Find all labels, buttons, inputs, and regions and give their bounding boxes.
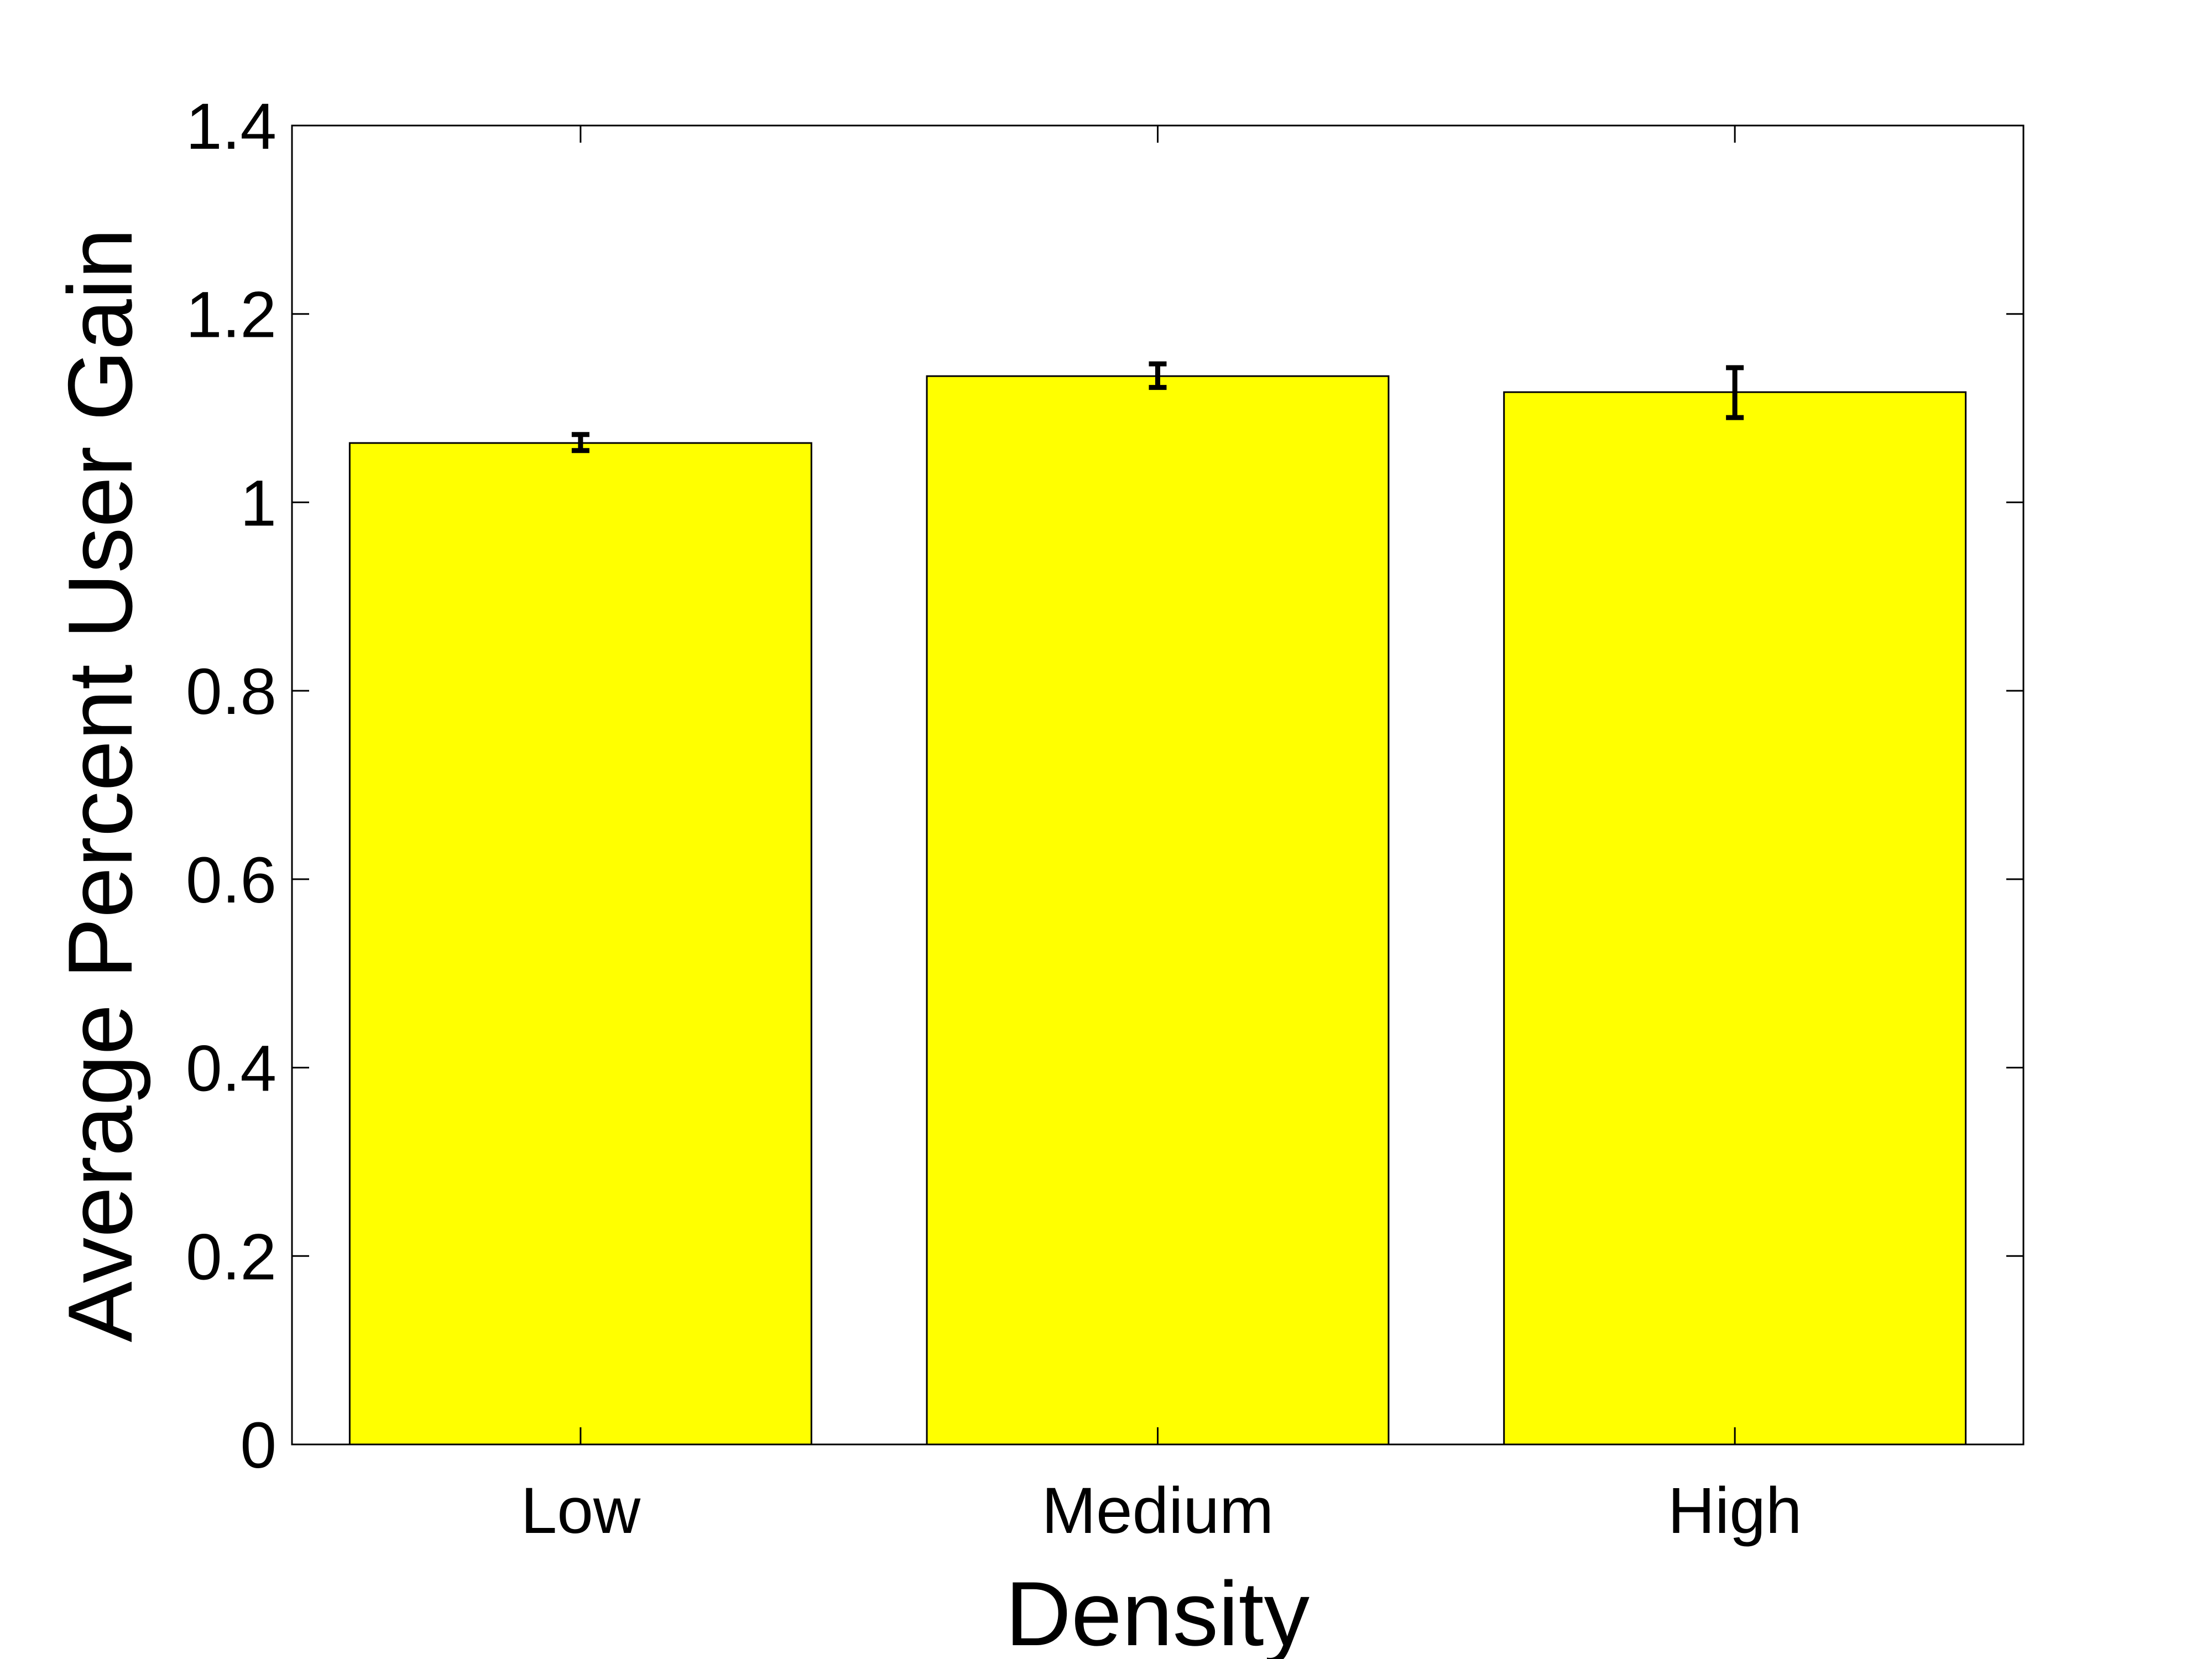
y-axis-title: Average Percent User Gain [49, 228, 151, 1343]
x-tick-label-medium: Medium [1042, 1474, 1274, 1547]
y-tick-label: 1.4 [186, 90, 276, 163]
error-bar-high [1726, 365, 1744, 420]
error-bar-low [571, 432, 589, 453]
error-bar-medium [1149, 361, 1167, 390]
bar-medium [926, 375, 1390, 1446]
error-bars-layer [571, 361, 1744, 453]
bar-high [1503, 391, 1967, 1446]
y-tick-label: 0.2 [186, 1220, 276, 1293]
x-tick-label-high: High [1668, 1474, 1802, 1547]
x-tick-label-low: Low [521, 1474, 641, 1547]
x-tick-labels: Low Medium High [521, 1474, 1802, 1547]
y-tick-label: 1.2 [186, 279, 276, 352]
y-tick-labels: 0 0.2 0.4 0.6 0.8 1 1.2 1.4 [186, 90, 276, 1482]
y-tick-label: 0.8 [186, 655, 276, 728]
bars-layer [348, 375, 1967, 1446]
bar-low [348, 442, 812, 1446]
ticks-layer [292, 124, 2023, 1446]
x-axis-title: Density [1005, 1563, 1310, 1659]
y-tick-label: 0.4 [186, 1032, 276, 1105]
y-tick-label: 1 [240, 467, 276, 540]
y-tick-label: 0 [240, 1409, 276, 1482]
y-tick-label: 0.6 [186, 844, 276, 917]
